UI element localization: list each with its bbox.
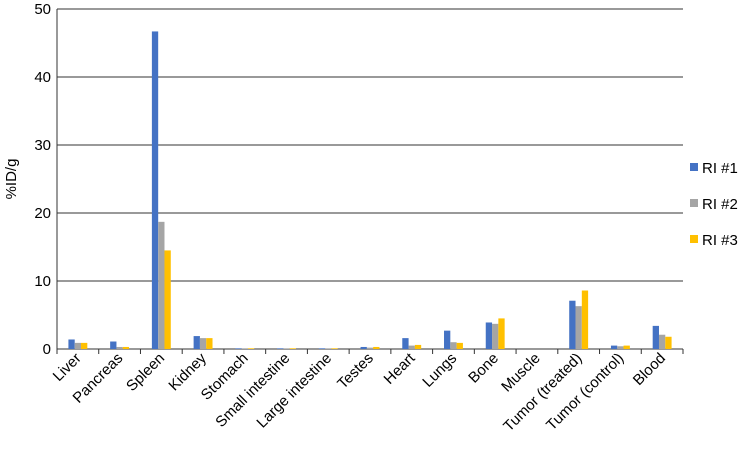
- bar: [193, 336, 200, 349]
- bar: [402, 338, 409, 349]
- x-tick-label: Lungs: [419, 350, 460, 391]
- legend-label: RI #1: [702, 160, 738, 177]
- y-tick-label: 10: [34, 273, 51, 290]
- legend-swatch: [690, 163, 698, 171]
- bar: [68, 339, 75, 349]
- bar: [665, 336, 672, 349]
- bar: [485, 322, 493, 349]
- legend-swatch: [690, 235, 698, 243]
- bar: [450, 342, 457, 349]
- bar: [456, 342, 463, 349]
- x-tick-label: Heart: [381, 349, 420, 388]
- y-tick-label: 20: [34, 205, 51, 222]
- bar: [277, 348, 284, 349]
- x-tick-label: Tumor (control): [543, 350, 627, 434]
- bar: [283, 348, 290, 349]
- bar: [116, 346, 123, 349]
- bar: [110, 341, 117, 349]
- bar: [444, 330, 451, 349]
- bar: [360, 346, 367, 349]
- y-tick-label: 40: [34, 69, 51, 86]
- bar: [235, 348, 242, 349]
- bar: [206, 338, 213, 349]
- x-tick-label: Bone: [465, 350, 502, 387]
- bar: [414, 344, 422, 349]
- legend-label: RI #3: [702, 232, 738, 249]
- bar: [122, 346, 130, 349]
- bar: [373, 346, 380, 349]
- x-tick-label: Spleen: [123, 350, 168, 395]
- x-tick-label: Large intestine: [253, 350, 335, 432]
- bar: [623, 345, 630, 349]
- bar: [658, 334, 666, 349]
- y-tick-label: 30: [34, 137, 51, 154]
- x-tick-label: Testes: [334, 350, 377, 393]
- bar: [575, 306, 582, 349]
- bar: [289, 348, 296, 349]
- legend-label: RI #2: [702, 196, 738, 213]
- bar: [81, 342, 88, 349]
- bar: [158, 221, 165, 349]
- y-tick-label: 50: [34, 1, 51, 18]
- bar: [241, 348, 248, 349]
- bar: [199, 338, 207, 349]
- bar: [318, 348, 326, 349]
- bar: [492, 323, 499, 349]
- bar: [247, 348, 255, 349]
- y-axis-label: %ID/g: [3, 159, 20, 200]
- bar: [366, 347, 374, 349]
- bar: [569, 300, 576, 349]
- bar: [617, 346, 624, 349]
- bar: [652, 325, 659, 349]
- y-tick-label: 0: [43, 341, 51, 358]
- bar: [610, 345, 618, 349]
- legend-swatch: [690, 199, 698, 207]
- bar: [164, 250, 171, 349]
- bar: [74, 342, 82, 349]
- bar: [581, 290, 589, 349]
- bar: [498, 318, 505, 349]
- bar: [408, 345, 415, 349]
- x-tick-label: Liver: [50, 350, 85, 385]
- bar: [331, 348, 338, 349]
- bar: [325, 348, 332, 349]
- bar: [151, 31, 159, 349]
- x-tick-label: Blood: [630, 350, 669, 389]
